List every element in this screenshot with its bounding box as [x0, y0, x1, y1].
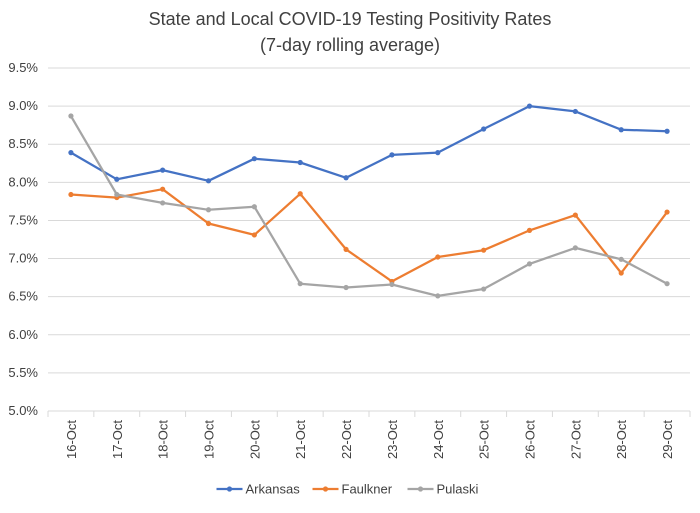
data-point [68, 191, 74, 198]
data-point [251, 204, 257, 210]
data-point [618, 270, 624, 276]
series-line [69, 114, 669, 298]
data-point [435, 293, 441, 299]
data-point [572, 212, 578, 218]
data-point [572, 245, 578, 251]
y-tick-label: 7.0% [8, 251, 38, 266]
legend-marker [322, 486, 329, 492]
data-point [526, 261, 533, 267]
x-tick-label: 22-Oct [339, 420, 354, 459]
data-point [481, 247, 487, 253]
data-point [343, 284, 349, 291]
series-pulaski [68, 113, 670, 299]
data-point [572, 108, 578, 115]
x-tick-label: 19-Oct [202, 420, 217, 459]
chart-subtitle: (7-day rolling average) [260, 35, 440, 55]
data-point [160, 200, 166, 206]
data-point [526, 227, 533, 233]
data-point [160, 167, 166, 173]
legend-label: Faulkner [342, 482, 393, 497]
series-group [68, 103, 670, 299]
y-tick-label: 6.0% [8, 327, 38, 342]
data-point [68, 150, 74, 156]
data-point [114, 191, 120, 198]
data-point [297, 191, 303, 197]
y-tick-label: 9.5% [8, 60, 38, 75]
x-tick-label: 25-Oct [477, 420, 492, 459]
legend-marker [417, 486, 424, 492]
x-tick-label: 16-Oct [64, 420, 79, 459]
chart-title: State and Local COVID-19 Testing Positiv… [149, 9, 552, 29]
gridlines [48, 67, 690, 412]
legend-label: Arkansas [246, 482, 301, 497]
data-point [389, 152, 395, 158]
data-point [205, 207, 212, 213]
y-tick-label: 5.5% [8, 365, 38, 380]
data-point [343, 175, 349, 181]
x-tick-label: 28-Oct [614, 420, 629, 459]
series-arkansas [68, 103, 670, 184]
y-axis: 5.0% 5.5% 6.0% 6.5% 7.0% 7.5% 8.0% 8.5% 9.0% 9.5% [8, 60, 38, 418]
x-tick-label: 24-Oct [431, 420, 446, 459]
data-point [618, 127, 624, 133]
x-tick-label: 27-Oct [568, 420, 583, 459]
data-point [297, 159, 303, 166]
y-tick-label: 5.0% [8, 403, 38, 418]
legend-item-faulkner: Faulkner [312, 482, 393, 497]
data-point [297, 281, 303, 287]
series-line [69, 188, 669, 283]
y-tick-label: 8.0% [8, 174, 38, 189]
x-tick-label: 26-Oct [523, 420, 538, 459]
legend-item-pulaski: Pulaski [407, 482, 479, 497]
x-tick-label: 29-Oct [660, 420, 675, 459]
data-point [435, 254, 441, 260]
data-point [526, 103, 533, 109]
data-point [618, 256, 624, 262]
legend-marker [226, 486, 233, 492]
data-point [435, 150, 441, 156]
x-tick-label: 23-Oct [385, 420, 400, 459]
y-tick-label: 7.5% [8, 212, 38, 227]
data-point [481, 126, 487, 132]
y-tick-label: 8.5% [8, 136, 38, 151]
data-point [68, 113, 74, 119]
x-axis: 16-Oct 17-Oct 18-Oct 19-Oct 20-Oct 21-Oct 22-O… [47, 411, 691, 459]
data-point [205, 178, 212, 184]
data-point [114, 176, 120, 182]
data-point [251, 156, 257, 162]
data-point [343, 246, 349, 253]
data-point [389, 281, 395, 288]
legend: Arkansas Faulkner Pulaski [216, 482, 479, 497]
series-faulkner [68, 186, 670, 285]
legend-label: Pulaski [437, 482, 479, 497]
series-line [69, 104, 669, 182]
data-point [481, 286, 487, 292]
data-point [664, 281, 670, 287]
y-tick-label: 6.5% [8, 289, 38, 304]
legend-item-arkansas: Arkansas [216, 482, 301, 497]
data-point [664, 209, 670, 215]
x-tick-label: 17-Oct [110, 420, 125, 459]
x-tick-label: 18-Oct [156, 420, 171, 459]
data-point [205, 220, 212, 227]
y-tick-label: 9.0% [8, 98, 38, 113]
data-point [251, 232, 257, 238]
data-point [664, 128, 670, 134]
data-point [160, 186, 166, 192]
x-tick-label: 21-Oct [293, 420, 308, 459]
x-tick-label: 20-Oct [247, 420, 262, 459]
